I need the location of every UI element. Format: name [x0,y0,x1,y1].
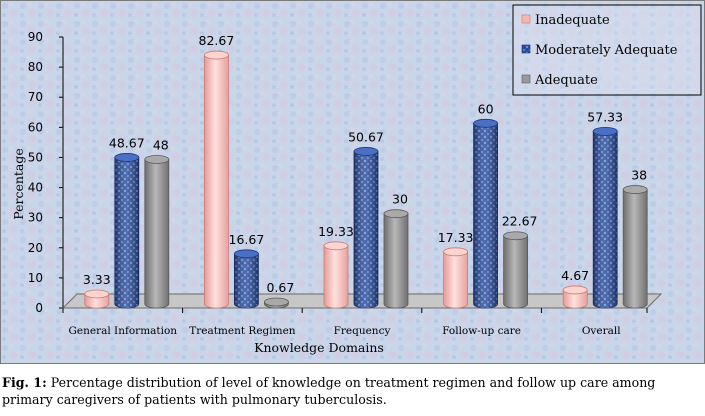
bar-inadequate-body [562,289,588,309]
bar-inadequate-top [203,50,229,60]
bar-chart: 0 10 20 30 40 50 60 70 80 90 Percentage Knowledge D… [1,1,704,363]
bar-inadequate [84,289,110,309]
y-axis-title: Percentage [11,148,26,220]
legend-label-adequate: Adequate [534,73,598,88]
bar-adequate [503,231,528,309]
bar-adequate [144,155,170,309]
caption-text: Percentage distribution of level of know… [2,375,656,407]
bar-adequate [263,297,289,309]
legend-swatch-inadequate [521,14,531,24]
bar-adequate-body [144,159,170,309]
bar-inadequate-top [562,285,588,295]
data-label: 22.67 [502,214,538,229]
bar-adequate [622,185,648,309]
bar-adequate [383,209,409,309]
x-category-label: Treatment Regimen [189,325,296,337]
bar-adequate-top [383,209,409,219]
caption-label: Fig. 1: [2,375,47,390]
bar-moderately-adequate [473,118,499,309]
bar-moderately-adequate-shade [593,131,618,308]
bar-moderately-adequate-top [233,249,259,259]
y-tick-label: 80 [28,60,43,74]
bar-moderately-adequate-shade [234,253,259,308]
y-tick-label: 60 [28,120,43,134]
legend-swatch-adequate [521,74,531,84]
y-tick-label: 30 [28,211,43,225]
x-category-label: Frequency [334,325,391,337]
bar-moderately-adequate-top [353,147,379,156]
bar-moderately-adequate-top [592,126,618,136]
bar-adequate-top [622,185,648,194]
bar-inadequate [562,285,588,309]
data-label: 30 [392,192,408,207]
y-tick-label: 50 [28,150,43,164]
y-tick-label: 20 [28,241,43,255]
bar-inadequate-top [443,247,469,257]
legend-box [512,4,702,96]
data-label: 0.67 [266,280,294,295]
data-label: 19.33 [318,224,354,239]
data-label: 50.67 [348,129,384,144]
bar-moderately-adequate-top [114,153,140,162]
bar-adequate-top [144,155,170,164]
bar-moderately-adequate [114,153,140,309]
bar-inadequate [443,247,469,309]
bar-inadequate-top [84,289,110,299]
x-category-label: General Information [69,325,178,337]
data-label: 17.33 [438,230,474,245]
x-category-label: Follow-up care [442,325,521,337]
bar-moderately-adequate [592,126,618,309]
x-axis-title: Knowledge Domains [254,340,384,355]
legend-swatch-moderately-adequate [521,44,531,54]
data-label: 48 [153,137,169,152]
bar-moderately-adequate-shade [473,123,498,308]
bar-moderately-adequate-shade [354,151,378,308]
bar-inadequate [323,241,349,309]
data-label: 3.33 [83,272,111,287]
data-label: 60 [478,101,494,116]
bar-moderately-adequate [353,147,379,309]
data-label: 57.33 [587,109,623,124]
data-label: 82.67 [199,33,235,48]
bar-adequate-top [503,231,528,241]
y-tick-label: 40 [28,181,43,195]
legend-label-inadequate: Inadequate [535,13,610,28]
bar-inadequate-body [204,54,229,309]
chart-frame: 0 10 20 30 40 50 60 70 80 90 Percentage Knowledge D… [0,0,705,364]
bar-adequate-body [383,213,409,309]
figure-caption: Fig. 1: Percentage distribution of level… [2,374,702,408]
bar-inadequate [203,50,229,309]
bar-inadequate-top [323,241,349,251]
y-tick-label: 10 [28,271,43,285]
legend-label-moderately-adequate: Moderately Adequate [535,43,678,58]
y-tick-label: 90 [28,30,43,44]
y-tick-label: 0 [35,301,43,315]
data-label: 48.67 [109,135,145,150]
bar-moderately-adequate [233,249,259,309]
y-tick-label: 70 [28,90,43,104]
data-label: 16.67 [229,232,265,247]
data-label: 4.67 [561,268,589,283]
bar-adequate-body [622,189,648,309]
data-label: 38 [631,168,647,183]
bar-moderately-adequate-top [473,118,499,128]
bar-inadequate-body [323,245,349,309]
bar-inadequate-body [443,251,468,309]
bar-moderately-adequate-shade [114,157,139,308]
bar-adequate-top [263,297,289,307]
x-category-label: Overall [582,325,621,337]
bar-adequate-body [503,235,528,309]
